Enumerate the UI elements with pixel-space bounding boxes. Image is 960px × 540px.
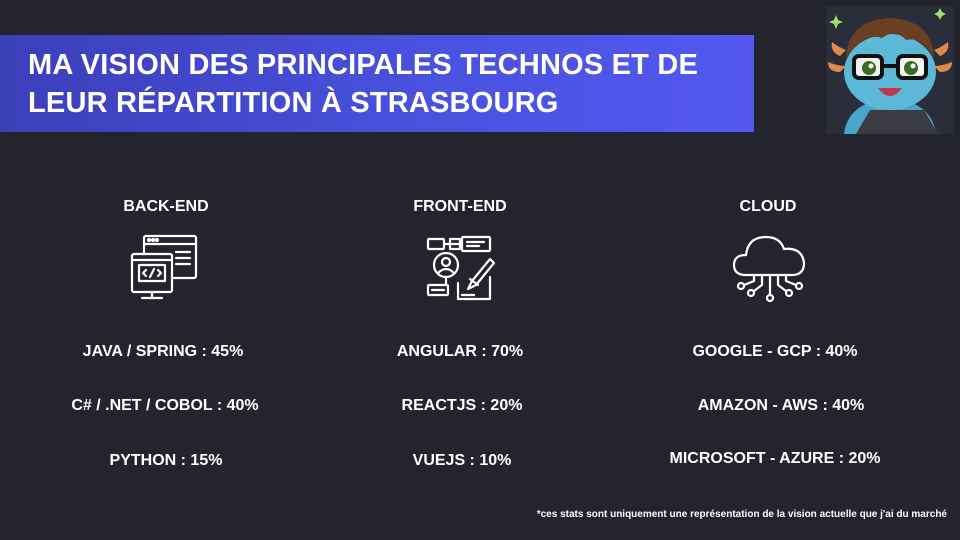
frontend-item: VUEJS : 10% xyxy=(412,452,512,469)
title-line-1: MA VISION DES PRINCIPALES TECHNOS ET DE xyxy=(28,49,699,81)
frontend-item: REACTJS : 20% xyxy=(401,397,523,414)
backend-item: PYTHON : 15% xyxy=(109,452,223,469)
title-line-2: LEUR RÉPARTITION À STRASBOURG xyxy=(28,87,559,119)
backend-item: JAVA / SPRING : 45% xyxy=(82,343,244,360)
cloud-item: AMAZON - AWS : 40% xyxy=(697,397,865,414)
backend-column: BACK-END xyxy=(16,197,316,217)
frontend-item: ANGULAR : 70% xyxy=(396,343,524,360)
code-window-icon xyxy=(130,234,198,300)
cloud-item: GOOGLE - GCP : 40% xyxy=(692,343,858,360)
title-banner: MA VISION DES PRINCIPALES TECHNOS ET DE … xyxy=(0,35,754,132)
backend-item: C# / .NET / COBOL : 40% xyxy=(71,397,259,414)
backend-title: BACK-END xyxy=(123,198,209,215)
design-tools-icon xyxy=(426,235,496,301)
footnote: *ces stats sont uniquement une représent… xyxy=(536,509,947,520)
cloud-network-icon xyxy=(732,235,806,303)
cloud-column: CLOUD xyxy=(618,197,918,217)
frontend-title: FRONT-END xyxy=(413,198,507,215)
cloud-title: CLOUD xyxy=(739,198,797,215)
frontend-column: FRONT-END xyxy=(310,197,610,217)
cloud-item: MICROSOFT - AZURE : 20% xyxy=(669,450,881,467)
avatar xyxy=(826,6,954,134)
